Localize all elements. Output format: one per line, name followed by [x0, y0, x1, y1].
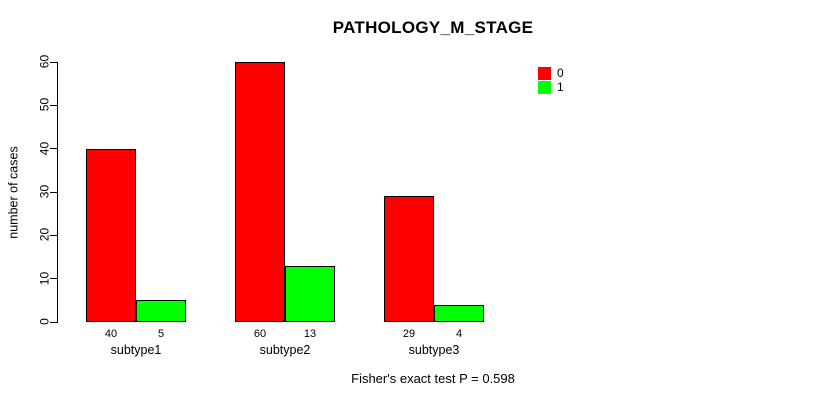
- bar-count-label: 29: [402, 328, 416, 340]
- legend-item-0: 0: [538, 66, 564, 80]
- y-tick-mark: [50, 234, 57, 236]
- bar-count-label: 13: [303, 328, 317, 340]
- fisher-test-note: Fisher's exact test P = 0.598: [351, 371, 515, 386]
- y-tick-mark: [50, 61, 57, 63]
- y-axis-title: number of cases: [6, 146, 21, 239]
- bar-count-label: 40: [104, 328, 118, 340]
- y-tick-label: 10: [37, 271, 52, 285]
- bar-subtype3-series1: [434, 305, 484, 322]
- bar-subtype2-series1: [285, 266, 335, 322]
- y-tick-label: 40: [37, 141, 52, 155]
- y-tick-label: 50: [37, 98, 52, 112]
- bar-subtype3-series0: [384, 196, 434, 322]
- y-tick-label: 20: [37, 228, 52, 242]
- legend-swatch: [538, 80, 551, 94]
- category-label-subtype1: subtype1: [110, 343, 162, 357]
- bar-count-label: 60: [253, 328, 267, 340]
- y-tick-mark: [50, 278, 57, 280]
- y-tick-mark: [50, 191, 57, 193]
- y-axis-line: [57, 62, 58, 323]
- y-tick-label: 0: [37, 318, 52, 325]
- y-tick-mark: [50, 321, 57, 323]
- y-tick-label: 60: [37, 54, 52, 69]
- y-tick-mark: [50, 148, 57, 150]
- bar-subtype1-series0: [86, 149, 136, 322]
- bar-count-label: 4: [455, 328, 463, 340]
- y-tick-label: 30: [37, 184, 52, 199]
- legend-label: 0: [557, 65, 564, 80]
- bar-subtype1-series1: [136, 300, 186, 322]
- chart-title: PATHOLOGY_M_STAGE: [332, 18, 534, 37]
- category-label-subtype3: subtype3: [408, 343, 460, 357]
- legend-item-1: 1: [538, 80, 564, 94]
- legend-swatch: [538, 66, 551, 80]
- bar-count-label: 5: [157, 328, 165, 340]
- bar-subtype2-series0: [235, 62, 285, 322]
- y-tick-mark: [50, 104, 57, 106]
- category-label-subtype2: subtype2: [259, 343, 311, 357]
- legend-label: 1: [557, 79, 564, 94]
